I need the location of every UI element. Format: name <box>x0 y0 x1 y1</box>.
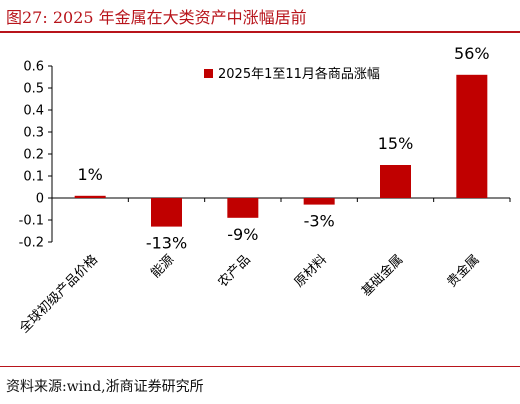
y-tick-label: 0 <box>36 192 44 207</box>
legend-swatch <box>204 69 213 78</box>
bar <box>380 165 411 198</box>
data-label: 15% <box>378 134 414 153</box>
legend-label: 2025年1至11月各商品涨幅 <box>218 66 380 82</box>
y-tick-label: 0.5 <box>23 82 44 97</box>
x-category-label: 贵金属 <box>444 252 483 291</box>
x-category-label: 基础金属 <box>358 252 406 300</box>
y-tick-label: 0.2 <box>23 148 44 163</box>
bar <box>456 74 488 198</box>
bar <box>151 198 182 227</box>
x-category-label: 能源 <box>148 252 177 281</box>
bar <box>74 195 106 198</box>
figure-title-text: 2025 年金属在大类资产中涨幅居前 <box>52 8 307 27</box>
data-label: 1% <box>77 165 102 184</box>
source-note: 资料来源:wind,浙商证券研究所 <box>6 379 204 395</box>
bar <box>303 198 335 205</box>
x-category-label: 原材料 <box>292 252 330 290</box>
data-label: -13% <box>146 234 187 253</box>
y-tick-label: -0.2 <box>19 236 44 251</box>
bar <box>227 198 259 218</box>
y-tick-label: 0.3 <box>23 126 44 141</box>
y-tick-label: 0.6 <box>23 60 44 75</box>
bar-chart: -0.2 -0.1 0 0.1 0.2 0.3 0.4 0.5 0.6 1% -13% -9% -3% 1… <box>16 44 511 337</box>
figure-label: 图27: <box>6 8 48 27</box>
figure-title: 图27: 2025 年金属在大类资产中涨幅居前 <box>6 4 307 28</box>
bottom-rule <box>0 366 520 367</box>
data-label: -9% <box>227 225 258 244</box>
data-label: 56% <box>454 44 490 63</box>
title-rule <box>0 31 520 33</box>
y-tick-label: 0.4 <box>23 104 44 119</box>
x-category-label: 全球初级产品价格 <box>16 252 101 337</box>
x-category-label: 农产品 <box>215 252 253 290</box>
y-tick-label: -0.1 <box>19 214 44 229</box>
data-label: -3% <box>304 212 335 231</box>
y-tick-label: 0.1 <box>23 170 44 185</box>
